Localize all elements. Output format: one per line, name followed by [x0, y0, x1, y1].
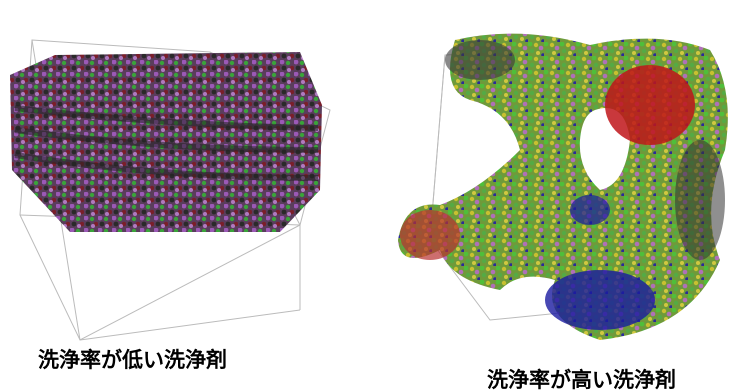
figure: 洗浄率が低い洗浄剤 洗浄率が高い洗浄剤 [0, 0, 751, 390]
left-caption: 洗浄率が低い洗浄剤 [38, 344, 227, 374]
right-structure [398, 34, 728, 340]
right-caption: 洗浄率が高い洗浄剤 [487, 364, 676, 390]
simulation-images [0, 0, 751, 390]
left-slab [10, 52, 322, 232]
